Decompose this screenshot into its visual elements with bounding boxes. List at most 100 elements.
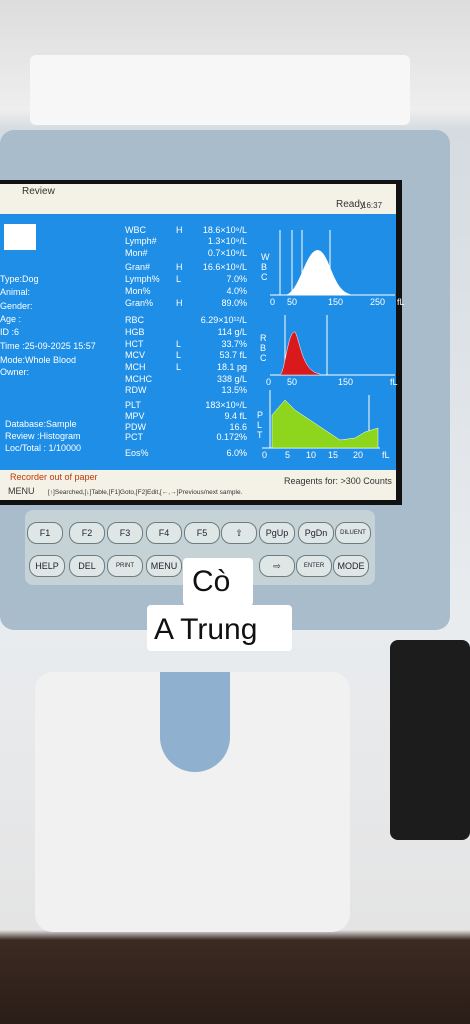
database-field: Database:Sample: [5, 419, 77, 429]
axis-tick-label: 150: [338, 377, 354, 387]
axis-tick-label: 15: [328, 450, 339, 460]
axis-tick-label: fL: [382, 450, 390, 460]
axis-tick-label: 0: [262, 450, 268, 460]
param-name: Eos%: [125, 448, 149, 458]
key[interactable]: DEL: [69, 555, 105, 577]
caption-text: Cò: [192, 565, 231, 598]
key[interactable]: F5: [184, 522, 220, 544]
key[interactable]: PgDn: [298, 522, 334, 544]
wbc-curve: [285, 250, 350, 295]
rbc-curve: [279, 331, 321, 376]
caption-text: A Trung: [154, 613, 258, 646]
param-flag: L: [176, 274, 182, 284]
axis-tick-label: 150: [328, 297, 344, 307]
param-value: 18.6×10⁹/L: [202, 225, 247, 235]
axis-tick-label: fL: [397, 297, 405, 307]
param-name: RBC: [125, 315, 145, 325]
sample-rack: [30, 55, 410, 125]
param-name: Gran#: [125, 262, 151, 272]
param-value: 16.6×10⁹/L: [202, 262, 247, 272]
key[interactable]: F4: [146, 522, 182, 544]
warning: Recorder out of paper: [10, 472, 98, 482]
param-flag: H: [176, 262, 183, 272]
key[interactable]: HELP: [29, 555, 65, 577]
param-flag: H: [176, 225, 183, 235]
key[interactable]: ENTER: [296, 555, 332, 577]
axis-tick-label: 10: [306, 450, 317, 460]
key[interactable]: F2: [69, 522, 105, 544]
param-value: 114 g/L: [217, 327, 247, 337]
axis-tick-label: 0: [266, 377, 272, 387]
axis-tick-label: 50: [287, 377, 298, 387]
param-value: 338 g/L: [216, 374, 247, 384]
histogram-label: R: [260, 333, 267, 343]
plt-curve: [271, 399, 379, 449]
param-name: Mon#: [125, 248, 148, 258]
param-name: RDW: [125, 385, 147, 395]
param-value: 0.7×10⁹/L: [207, 248, 247, 258]
param-value: 6.0%: [226, 448, 247, 458]
param-value: 9.4 fL: [224, 411, 247, 421]
device: [390, 640, 470, 840]
param-name: MCH: [125, 362, 146, 372]
param-name: WBC: [125, 225, 146, 235]
caption-box: [147, 605, 292, 651]
histogram-label: C: [260, 353, 267, 363]
patient-field: Animal:: [0, 287, 31, 297]
param-name: MPV: [125, 411, 145, 421]
param-value: 13.5%: [221, 385, 247, 395]
param-flag: H: [176, 298, 183, 308]
mode-label: Review: [22, 186, 55, 197]
axis-tick-label: 5: [285, 450, 291, 460]
patient-field: ID :6: [0, 327, 20, 337]
param-name: Mon%: [125, 286, 151, 296]
animal-icon: [4, 224, 36, 250]
probe-window: [160, 672, 230, 772]
key[interactable]: ⇨: [259, 555, 295, 577]
key[interactable]: F3: [107, 522, 143, 544]
histogram-label: T: [257, 430, 263, 440]
param-value: 18.1 pg: [216, 362, 247, 372]
histogram-label: L: [257, 420, 263, 430]
histogram-label: P: [257, 410, 264, 420]
axis-tick-label: 50: [287, 297, 298, 307]
key[interactable]: PRINT: [107, 555, 143, 577]
histogram-label: B: [261, 262, 268, 272]
axis-tick-label: 0: [270, 297, 276, 307]
param-value: 0.172%: [216, 432, 247, 442]
param-flag: L: [176, 339, 182, 349]
screen-header: [0, 184, 396, 214]
database-field: Review :Histogram: [5, 431, 81, 441]
key[interactable]: MODE: [333, 555, 369, 577]
key[interactable]: DILUENT: [335, 522, 371, 544]
param-value: 1.3×10⁹/L: [207, 236, 247, 246]
help-text: [↑]Searched,[↓]Table,[F1]Goto,[F2]Edit,[…: [48, 489, 243, 496]
param-value: 16.6: [229, 422, 247, 432]
menu-label: MENU: [8, 486, 35, 496]
histogram-label: W: [261, 252, 270, 262]
caption-box: [183, 558, 253, 606]
patient-field: Type:Dog: [0, 274, 39, 284]
param-name: Lymph#: [125, 236, 157, 246]
patient-field: Owner:: [0, 367, 30, 377]
param-value: 183×10⁹/L: [205, 400, 247, 410]
key[interactable]: MENU: [146, 555, 182, 577]
axis-tick-label: 250: [370, 297, 386, 307]
param-flag: L: [176, 350, 182, 360]
param-name: Lymph%: [125, 274, 160, 284]
param-name: PDW: [125, 422, 146, 432]
patient-field: Age :: [0, 314, 22, 324]
param-name: Gran%: [125, 298, 154, 308]
key[interactable]: PgUp: [259, 522, 295, 544]
key[interactable]: ⇧: [221, 522, 257, 544]
histogram-label: B: [260, 343, 267, 353]
param-value: 53.7 fL: [219, 350, 247, 360]
patient-field: Mode:Whole Blood: [0, 355, 77, 365]
param-value: 33.7%: [221, 339, 247, 349]
patient-field: Time :25-09-2025 15:57: [0, 341, 96, 351]
reagents: Reagents for: >300 Counts: [284, 476, 392, 486]
time-label: 16:37: [362, 201, 383, 210]
key[interactable]: F1: [27, 522, 63, 544]
